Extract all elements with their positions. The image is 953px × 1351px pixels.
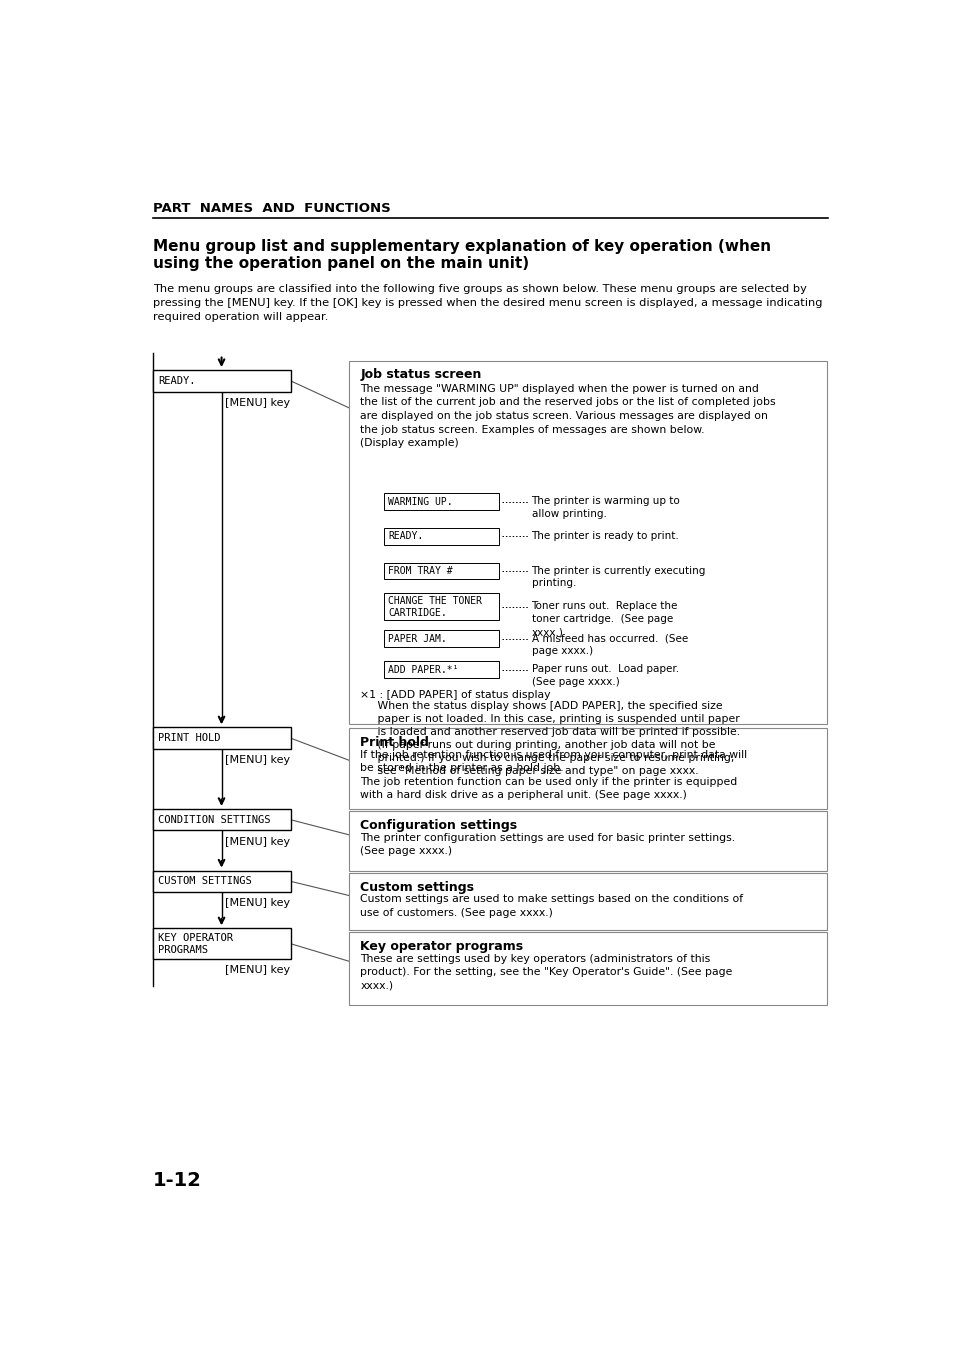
Text: The printer is ready to print.: The printer is ready to print. bbox=[531, 531, 679, 540]
Text: FROM TRAY #: FROM TRAY # bbox=[388, 566, 453, 576]
Bar bbox=[384, 631, 498, 647]
Bar bbox=[384, 493, 498, 511]
Text: The printer is warming up to
allow printing.: The printer is warming up to allow print… bbox=[531, 496, 679, 519]
Text: PRINT HOLD: PRINT HOLD bbox=[158, 734, 220, 743]
Text: These are settings used by key operators (administrators of this
product). For t: These are settings used by key operators… bbox=[360, 954, 732, 990]
Text: READY.: READY. bbox=[388, 531, 423, 542]
Bar bbox=[152, 809, 291, 831]
Text: The menu groups are classified into the following five groups as shown below. Th: The menu groups are classified into the … bbox=[152, 284, 821, 322]
Bar bbox=[349, 361, 826, 724]
Text: using the operation panel on the main unit): using the operation panel on the main un… bbox=[152, 257, 528, 272]
Bar bbox=[349, 932, 826, 1005]
Text: ×1 : [ADD PAPER] of status display: ×1 : [ADD PAPER] of status display bbox=[360, 690, 550, 700]
Text: Toner runs out.  Replace the
toner cartridge.  (See page
xxxx.): Toner runs out. Replace the toner cartri… bbox=[531, 601, 678, 638]
Text: Paper runs out.  Load paper.
(See page xxxx.): Paper runs out. Load paper. (See page xx… bbox=[531, 665, 678, 686]
Text: PART  NAMES  AND  FUNCTIONS: PART NAMES AND FUNCTIONS bbox=[152, 203, 390, 215]
Text: CONDITION SETTINGS: CONDITION SETTINGS bbox=[158, 815, 271, 824]
Text: [MENU] key: [MENU] key bbox=[225, 836, 291, 847]
Text: CARTRIDGE.: CARTRIDGE. bbox=[388, 608, 446, 617]
Bar bbox=[152, 928, 291, 959]
Text: The message "WARMING UP" displayed when the power is turned on and
the list of t: The message "WARMING UP" displayed when … bbox=[360, 384, 775, 449]
Text: CUSTOM SETTINGS: CUSTOM SETTINGS bbox=[158, 877, 252, 886]
Bar bbox=[384, 528, 498, 544]
Text: Print hold: Print hold bbox=[360, 736, 429, 748]
Text: [MENU] key: [MENU] key bbox=[225, 965, 291, 975]
Text: Menu group list and supplementary explanation of key operation (when: Menu group list and supplementary explan… bbox=[152, 239, 770, 254]
Text: PAPER JAM.: PAPER JAM. bbox=[388, 634, 446, 643]
Text: 1-12: 1-12 bbox=[152, 1171, 201, 1190]
Text: [MENU] key: [MENU] key bbox=[225, 755, 291, 765]
Text: ADD PAPER.*¹: ADD PAPER.*¹ bbox=[388, 665, 458, 674]
Text: If the job retention function is used from your computer, print data will
be sto: If the job retention function is used fr… bbox=[360, 750, 746, 800]
Text: Custom settings: Custom settings bbox=[360, 881, 474, 893]
Text: [MENU] key: [MENU] key bbox=[225, 898, 291, 908]
Text: CHANGE THE TONER: CHANGE THE TONER bbox=[388, 596, 481, 605]
Bar bbox=[384, 661, 498, 678]
Text: WARMING UP.: WARMING UP. bbox=[388, 497, 453, 507]
Text: Job status screen: Job status screen bbox=[360, 369, 481, 381]
Text: Configuration settings: Configuration settings bbox=[360, 819, 517, 832]
Text: When the status display shows [ADD PAPER], the specified size
     paper is not : When the status display shows [ADD PAPER… bbox=[360, 701, 740, 777]
Bar bbox=[349, 728, 826, 809]
Text: [MENU] key: [MENU] key bbox=[225, 397, 291, 408]
Bar bbox=[349, 811, 826, 870]
Text: A misfeed has occurred.  (See
page xxxx.): A misfeed has occurred. (See page xxxx.) bbox=[531, 634, 687, 657]
Bar bbox=[349, 873, 826, 929]
Text: The printer is currently executing
printing.: The printer is currently executing print… bbox=[531, 566, 705, 589]
Text: KEY OPERATOR: KEY OPERATOR bbox=[158, 932, 233, 943]
Bar bbox=[152, 370, 291, 392]
Text: Key operator programs: Key operator programs bbox=[360, 940, 523, 952]
Bar bbox=[152, 870, 291, 892]
Text: READY.: READY. bbox=[158, 376, 195, 386]
Bar bbox=[384, 593, 498, 620]
Text: PROGRAMS: PROGRAMS bbox=[158, 946, 208, 955]
Bar bbox=[384, 562, 498, 580]
Text: The printer configuration settings are used for basic printer settings.
(See pag: The printer configuration settings are u… bbox=[360, 832, 735, 857]
Text: Custom settings are used to make settings based on the conditions of
use of cust: Custom settings are used to make setting… bbox=[360, 894, 742, 917]
Bar bbox=[152, 727, 291, 748]
